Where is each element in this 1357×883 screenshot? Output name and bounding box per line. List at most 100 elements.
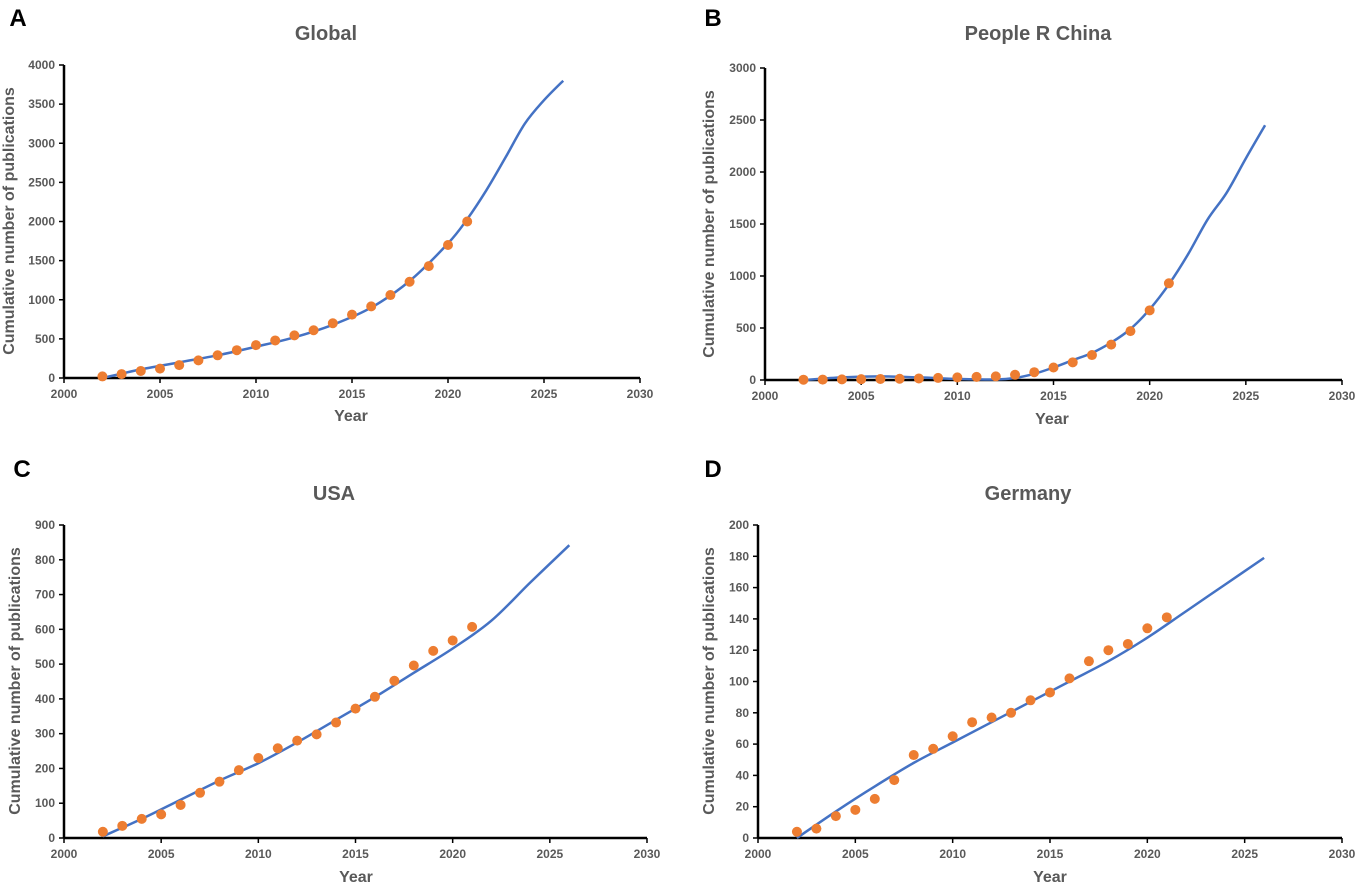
y-tick-label: 180 bbox=[729, 549, 749, 563]
x-tick-label: 2020 bbox=[1136, 389, 1163, 403]
data-point bbox=[366, 301, 377, 312]
data-point bbox=[1045, 687, 1055, 698]
y-tick-label: 1000 bbox=[28, 293, 55, 307]
x-tick-label: 2015 bbox=[339, 387, 366, 401]
x-axis-label: Year bbox=[339, 869, 373, 883]
x-tick-label: 2020 bbox=[435, 387, 462, 401]
data-point bbox=[1106, 339, 1117, 350]
data-point bbox=[1048, 362, 1059, 373]
fit-curve bbox=[102, 544, 571, 838]
x-tick-label: 2025 bbox=[1231, 847, 1258, 861]
data-point bbox=[385, 290, 396, 301]
chart-panel-a: A Global 0 500 1000 1500 2000 2500 3000 3500 4000 2… bbox=[1, 5, 654, 425]
data-point bbox=[869, 793, 880, 804]
data-point bbox=[971, 371, 982, 382]
x-tick-label: 2030 bbox=[1329, 389, 1356, 403]
data-point bbox=[231, 345, 242, 356]
data-point bbox=[990, 371, 1001, 382]
x-tick-label: 2005 bbox=[842, 847, 869, 861]
data-point bbox=[1142, 623, 1153, 634]
y-tick-label: 2500 bbox=[28, 175, 55, 189]
data-point bbox=[389, 675, 400, 686]
y-tick-label: 4000 bbox=[28, 58, 55, 72]
chart-title: USA bbox=[313, 483, 355, 505]
data-point bbox=[233, 765, 244, 776]
data-point bbox=[272, 743, 283, 754]
x-tick-label: 2005 bbox=[148, 847, 175, 861]
x-tick-label: 2025 bbox=[1232, 389, 1259, 403]
y-tick-label: 0 bbox=[749, 373, 756, 387]
data-point bbox=[856, 374, 867, 385]
data-point bbox=[1144, 305, 1155, 316]
data-point bbox=[251, 340, 261, 351]
data-point bbox=[423, 261, 434, 272]
data-point bbox=[986, 712, 997, 723]
y-tick-label: 100 bbox=[35, 796, 55, 810]
y-tick-label: 3000 bbox=[729, 61, 756, 75]
chart-panel-b: B People R China 0 500 1000 1500 2000 2500 3000 2… bbox=[701, 5, 1356, 428]
y-axis-label: Cumulative number of publications bbox=[7, 547, 24, 815]
y-tick-label: 140 bbox=[729, 612, 749, 626]
data-point bbox=[967, 717, 978, 728]
data-point bbox=[97, 371, 108, 382]
data-point bbox=[830, 811, 841, 822]
data-point bbox=[408, 660, 419, 671]
data-point bbox=[270, 335, 281, 346]
data-point bbox=[331, 717, 342, 728]
panel-letter: B bbox=[704, 5, 721, 32]
y-tick-label: 600 bbox=[35, 622, 55, 636]
data-point bbox=[1029, 367, 1040, 378]
data-point bbox=[289, 330, 300, 341]
x-tick-label: 2015 bbox=[1037, 847, 1064, 861]
data-point bbox=[1125, 326, 1136, 337]
data-point bbox=[292, 735, 303, 746]
chart-title: People R China bbox=[965, 23, 1113, 45]
data-point bbox=[135, 365, 146, 376]
x-tick-label: 2025 bbox=[536, 847, 563, 861]
panel-letter: D bbox=[704, 456, 721, 483]
y-tick-label: 1500 bbox=[28, 254, 55, 268]
data-point bbox=[908, 750, 919, 761]
data-point bbox=[462, 216, 473, 227]
fit-curve bbox=[102, 79, 565, 380]
y-axis-label: Cumulative number of publications bbox=[701, 90, 718, 358]
y-tick-label: 200 bbox=[729, 518, 749, 532]
data-point bbox=[97, 826, 108, 837]
y-tick-label: 300 bbox=[35, 727, 55, 741]
data-point bbox=[308, 325, 319, 336]
y-tick-label: 2000 bbox=[28, 215, 55, 229]
x-tick-label: 2005 bbox=[848, 389, 875, 403]
x-tick-label: 2030 bbox=[627, 387, 654, 401]
x-tick-label: 2015 bbox=[342, 847, 369, 861]
data-point bbox=[347, 309, 357, 320]
y-tick-label: 200 bbox=[35, 761, 55, 775]
x-tick-label: 2000 bbox=[752, 389, 779, 403]
data-point bbox=[175, 799, 186, 810]
data-point bbox=[327, 318, 338, 329]
x-tick-label: 2000 bbox=[51, 387, 78, 401]
data-point bbox=[174, 360, 185, 371]
x-tick-label: 2010 bbox=[243, 387, 270, 401]
panel-letter: A bbox=[9, 5, 26, 32]
data-point bbox=[1006, 707, 1017, 718]
x-tick-label: 2010 bbox=[944, 389, 971, 403]
data-point bbox=[952, 372, 963, 383]
y-tick-label: 2500 bbox=[729, 113, 756, 127]
y-tick-label: 800 bbox=[35, 553, 55, 567]
x-tick-label: 2010 bbox=[245, 847, 272, 861]
data-point bbox=[116, 369, 127, 380]
data-point bbox=[1010, 369, 1021, 380]
x-tick-label: 2000 bbox=[51, 847, 78, 861]
data-point bbox=[811, 823, 822, 834]
x-axis-label: Year bbox=[334, 408, 368, 425]
data-point bbox=[136, 813, 147, 824]
y-tick-label: 900 bbox=[35, 518, 55, 532]
data-point bbox=[1163, 278, 1174, 289]
x-tick-label: 2005 bbox=[147, 387, 174, 401]
data-point bbox=[798, 374, 809, 385]
data-point bbox=[369, 691, 380, 702]
x-tick-label: 2025 bbox=[531, 387, 558, 401]
y-tick-label: 100 bbox=[729, 675, 749, 689]
y-tick-label: 60 bbox=[736, 737, 750, 751]
data-point bbox=[1067, 357, 1078, 368]
